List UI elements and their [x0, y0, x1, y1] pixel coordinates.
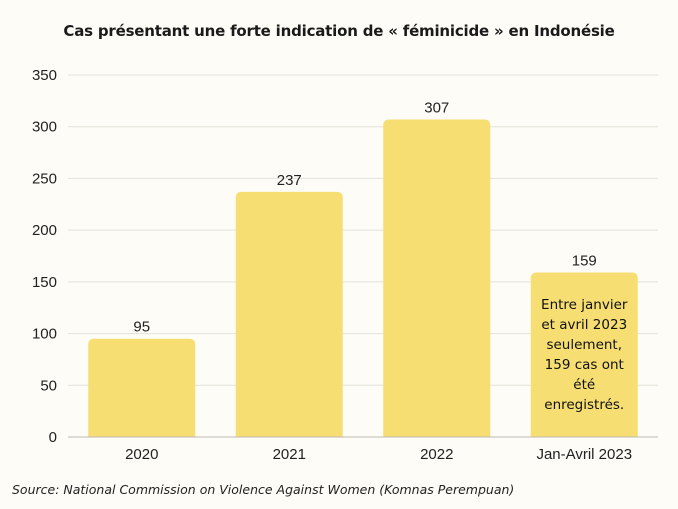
y-tick-label: 50 [40, 377, 57, 394]
y-tick-label: 350 [32, 67, 57, 84]
x-tick-label: 2021 [273, 446, 306, 463]
data-label: 237 [277, 172, 302, 189]
x-axis-ticks: 2020 2021 2022 Jan-Avril 2023 [125, 446, 632, 463]
y-tick-label: 0 [49, 429, 57, 446]
data-label: 95 [133, 319, 150, 336]
bar-2020 [88, 338, 196, 437]
source-note: Source: National Commission on Violence … [12, 482, 515, 497]
chart-title: Cas présentant une forte indication de «… [63, 22, 615, 40]
y-axis-ticks: 0 50 100 150 200 250 300 350 [32, 67, 57, 446]
bars: 95 237 307 159 [88, 99, 638, 437]
y-tick-label: 300 [32, 119, 57, 136]
x-tick-label: 2022 [420, 446, 453, 463]
y-tick-label: 150 [32, 274, 57, 291]
data-label: 307 [424, 99, 449, 116]
x-tick-label: Jan-Avril 2023 [536, 446, 632, 463]
data-label: 159 [572, 253, 597, 270]
y-tick-label: 100 [32, 326, 57, 343]
bar-jan-avril-2023 [530, 272, 638, 437]
bar-annotation: Entre janvier et avril 2023 seulement, 1… [541, 296, 628, 413]
x-tick-label: 2020 [125, 446, 158, 463]
y-tick-label: 200 [32, 222, 57, 239]
y-tick-label: 250 [32, 170, 57, 187]
bar-2021 [235, 191, 343, 437]
bar-2022 [383, 119, 491, 437]
